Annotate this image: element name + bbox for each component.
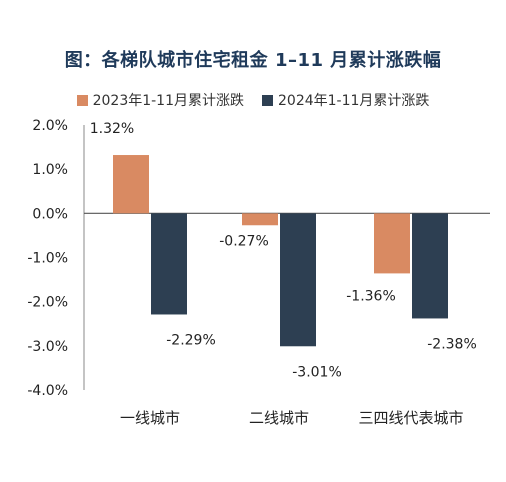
y-tick-label: -3.0% (27, 339, 68, 355)
data-label: -1.36% (346, 288, 396, 304)
bar-2024-0 (151, 213, 187, 315)
legend-label-2024: 2024年1-11月累计涨跌 (278, 93, 430, 109)
bar-2023-0 (113, 155, 149, 214)
bar-2024-2 (412, 213, 448, 319)
data-label: -2.29% (166, 332, 216, 348)
chart-title: 图：各梯队城市住宅租金 1–11 月累计涨跌幅 (64, 50, 442, 71)
y-tick-label: 2.0% (32, 118, 68, 134)
y-tick-label: 1.0% (32, 162, 68, 178)
x-category-label: 三四线代表城市 (358, 409, 463, 427)
legend-item-2023: 2023年1-11月累计涨跌 (76, 90, 244, 110)
x-category-label: 二线城市 (249, 409, 309, 427)
x-category-label: 一线城市 (120, 409, 180, 427)
y-tick-label: 0.0% (32, 206, 68, 222)
y-tick-label: -4.0% (27, 383, 68, 399)
legend-item-2024: 2024年1-11月累计涨跌 (262, 90, 429, 110)
data-label: -2.38% (427, 336, 477, 352)
data-label: -0.27% (219, 233, 269, 249)
bar-2023-1 (242, 213, 278, 226)
legend: 2023年1-11月累计涨跌 2024年1-11月累计涨跌 (0, 90, 506, 110)
legend-label-2023: 2023年1-11月累计涨跌 (92, 93, 244, 109)
bar-2024-1 (280, 213, 316, 347)
data-label: -3.01% (292, 364, 342, 380)
bar-2023-2 (374, 213, 410, 274)
y-tick-label: -1.0% (27, 251, 68, 267)
legend-swatch-2023 (76, 94, 88, 106)
data-label: 1.32% (90, 121, 134, 137)
legend-swatch-2024 (262, 94, 273, 106)
y-tick-label: -2.0% (27, 295, 68, 311)
